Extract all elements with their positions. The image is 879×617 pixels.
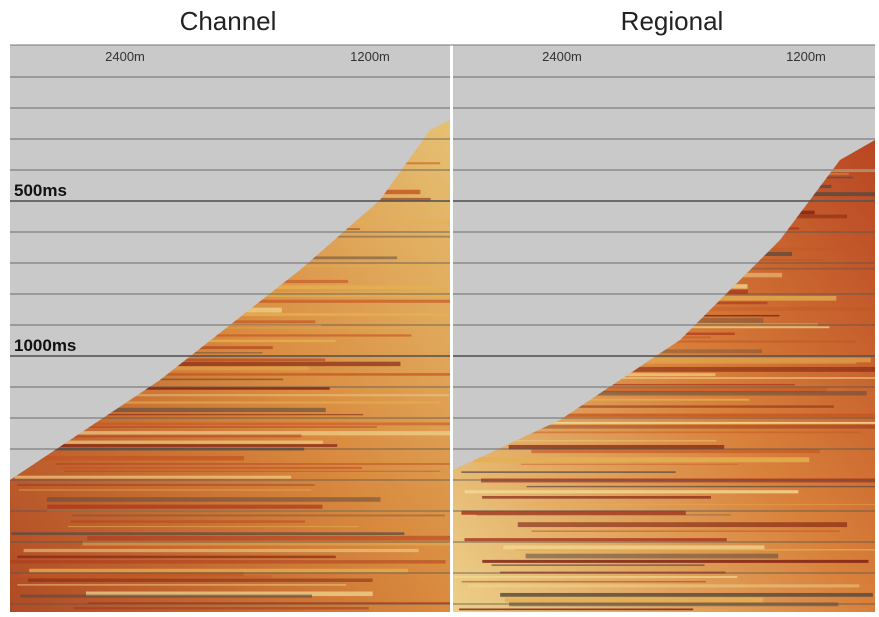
distance-label: 1200m <box>350 49 390 64</box>
stripe <box>17 484 315 486</box>
stripe <box>514 431 860 434</box>
stripe <box>454 576 738 578</box>
stripe <box>60 466 362 470</box>
stripe <box>476 514 731 516</box>
stripe <box>70 313 450 317</box>
stripe <box>47 434 302 438</box>
stripe <box>72 299 450 303</box>
stripe <box>55 463 450 465</box>
stripe <box>473 457 810 463</box>
distance-label: 2400m <box>105 49 145 64</box>
stripe <box>458 439 717 442</box>
stripe <box>58 413 364 416</box>
stripe <box>461 361 857 364</box>
stripe <box>10 444 338 447</box>
stripe <box>19 489 312 491</box>
stripe <box>17 584 347 586</box>
stripe <box>23 455 245 461</box>
stripe <box>46 497 381 502</box>
stripe <box>64 470 441 472</box>
stripe <box>491 564 705 567</box>
stripe <box>520 463 739 465</box>
stripe <box>17 555 336 559</box>
stripe <box>511 387 827 393</box>
stripe <box>70 520 306 523</box>
timing-lines <box>10 76 875 605</box>
stripe <box>19 407 326 413</box>
stripe <box>70 422 450 426</box>
time-label: 1000ms <box>14 336 76 355</box>
stripe <box>461 391 867 396</box>
stripe <box>29 568 409 573</box>
stripe <box>504 597 764 603</box>
stripe <box>525 503 875 506</box>
stripe <box>14 475 292 479</box>
stripe <box>47 504 323 509</box>
stripe <box>37 431 450 436</box>
stripe <box>32 387 330 390</box>
stripe <box>491 413 875 417</box>
stripe <box>504 377 875 379</box>
stripe <box>531 530 840 532</box>
stripe <box>86 401 441 404</box>
stripe <box>81 425 377 428</box>
stripe <box>482 559 869 563</box>
stripe <box>85 591 373 597</box>
stripe <box>28 578 373 582</box>
stripe <box>514 549 875 551</box>
stripe <box>507 357 871 363</box>
stripe <box>72 514 445 517</box>
stripe <box>531 449 820 454</box>
stripe <box>87 535 450 541</box>
panel-title: Regional <box>621 6 724 36</box>
stripe <box>459 608 694 611</box>
stripe <box>464 538 727 542</box>
stripe <box>503 545 765 550</box>
stripe <box>489 398 750 401</box>
stripe <box>67 525 359 528</box>
stripe <box>87 602 450 605</box>
stripe <box>73 394 449 397</box>
stripe <box>464 405 834 408</box>
stripe <box>526 485 875 488</box>
stripe <box>73 607 369 610</box>
distance-label: 1200m <box>786 49 826 64</box>
stripe <box>517 522 848 528</box>
stripe <box>508 444 725 450</box>
distance-label: 2400m <box>542 49 582 64</box>
stripe <box>461 580 706 583</box>
stripe <box>20 594 312 598</box>
stripe <box>11 532 405 536</box>
stripe <box>489 425 875 429</box>
stripe <box>20 361 401 367</box>
stripe <box>467 584 860 588</box>
stripe <box>461 510 686 515</box>
stripe <box>82 541 450 546</box>
time-label: 500ms <box>14 181 67 200</box>
stripe <box>28 334 412 337</box>
stripe <box>500 592 873 597</box>
stripe <box>80 373 450 376</box>
stripe <box>86 327 420 329</box>
stripe <box>482 496 711 499</box>
stripe <box>494 366 875 372</box>
stripe <box>11 575 272 578</box>
stripe <box>455 383 795 386</box>
stripe <box>464 490 799 494</box>
stripe <box>10 560 446 564</box>
stripe <box>82 358 326 362</box>
stripe <box>23 548 419 553</box>
stripe <box>525 553 779 559</box>
panel-title: Channel <box>180 6 277 36</box>
stripe <box>20 572 244 577</box>
stripe <box>461 471 676 473</box>
stripe <box>517 421 875 424</box>
stripe <box>55 440 323 444</box>
